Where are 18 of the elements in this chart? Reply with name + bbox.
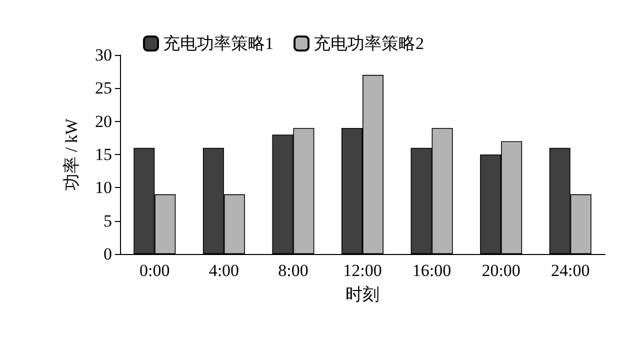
y-axis-title: 功率 / kW: [62, 118, 81, 190]
y-tick-label: 15: [95, 145, 112, 164]
x-tick-label: 0:00: [140, 261, 170, 280]
y-tick-label: 5: [104, 211, 112, 230]
y-tick-label: 10: [95, 178, 112, 198]
legend-label: 充电功率策略1: [163, 34, 274, 53]
y-tick-label: 25: [95, 78, 112, 98]
x-tick-label: 20:00: [482, 261, 520, 280]
x-tick-label: 4:00: [208, 261, 240, 280]
y-tick-label: 30: [95, 46, 112, 64]
x-axis-title: 时刻: [346, 285, 380, 304]
x-tick-label: 12:00: [343, 261, 382, 280]
x-tick-label: 8:00: [278, 261, 308, 280]
x-tick-label: 16:00: [412, 261, 452, 280]
y-tick-label: 0: [104, 244, 112, 264]
x-tick-label: 24:00: [550, 261, 590, 280]
y-tick-label: 20: [95, 112, 112, 131]
legend-label: 充电功率策略2: [314, 34, 424, 53]
